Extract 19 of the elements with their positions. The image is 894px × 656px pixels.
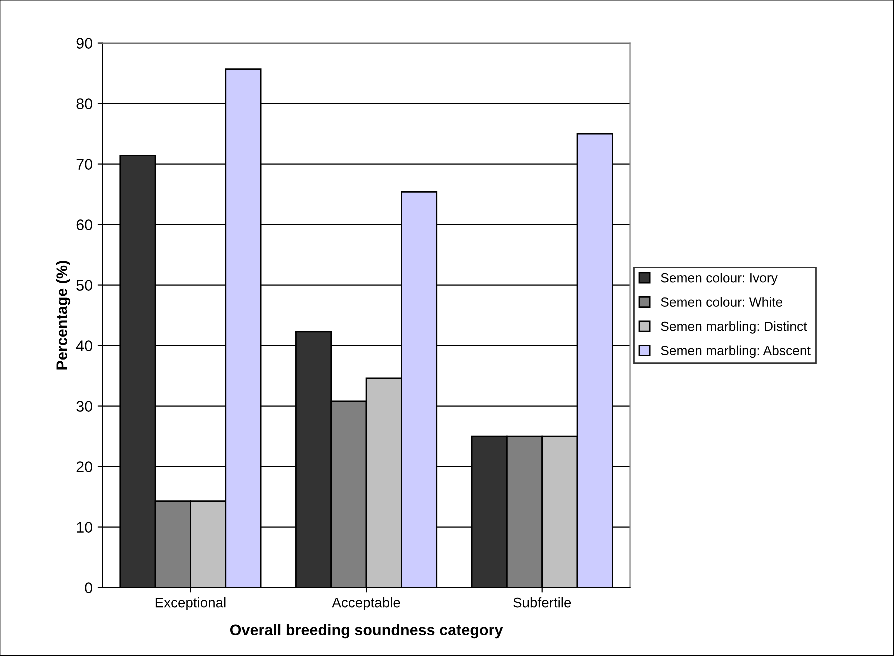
legend-label: Semen marbling: Abscent [661,346,811,358]
legend-label: Semen colour: Ivory [661,273,778,286]
x-tick-label: Exceptional [156,598,226,610]
y-tick-label: 60 [76,220,92,230]
y-axis-title: Percentage (%) [56,261,71,370]
x-tick-label: Subfertile [514,598,572,608]
y-tick-label: 40 [76,340,92,352]
y-tick-label: 70 [76,159,92,170]
y-tick-label: 50 [76,280,92,291]
x-axis-title: Overall breeding soundness category [230,624,504,639]
y-tick-label: 20 [76,462,92,472]
y-tick-label: 80 [76,98,92,110]
y-tick-label: 10 [77,522,92,533]
legend-label: Semen marbling: Distinct [661,322,808,334]
x-tick-label: Acceptable [332,598,400,610]
y-tick-label: 30 [76,401,92,412]
y-tick-label: 90 [76,38,92,49]
y-tick-label: 0 [85,582,92,594]
legend-label: Semen colour: White [661,297,782,307]
